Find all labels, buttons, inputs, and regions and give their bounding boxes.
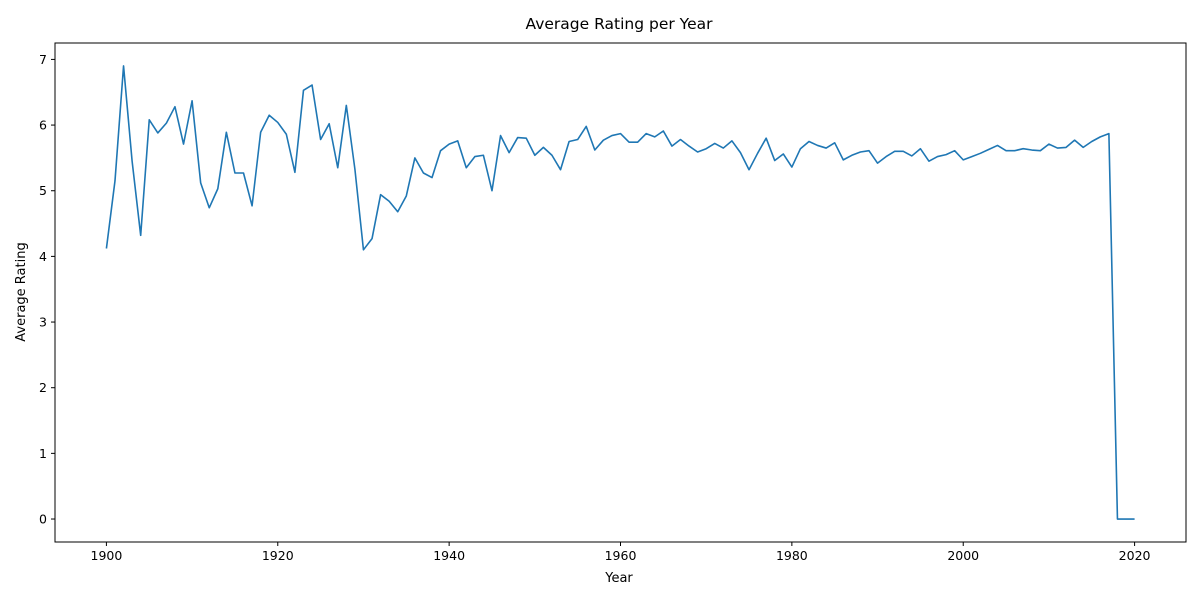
y-axis: 0 1 2 3 4 5 6 7 <box>39 52 55 527</box>
y-tick-label: 1 <box>39 446 47 461</box>
x-tick-label: 1920 <box>262 548 294 563</box>
chart-title: Average Rating per Year <box>526 15 714 33</box>
x-tick-label: 1940 <box>433 548 465 563</box>
y-tick-label: 2 <box>39 380 47 395</box>
y-axis-label: Average Rating <box>14 242 29 341</box>
series-line <box>105 65 1135 520</box>
y-tick-label: 7 <box>39 52 47 67</box>
x-axis: 1900 1920 1940 1960 1980 2000 2020 <box>91 542 1151 563</box>
plot-area <box>55 43 1186 542</box>
x-tick-label: 2000 <box>947 548 979 563</box>
x-tick-label: 2020 <box>1119 548 1151 563</box>
x-tick-label: 1900 <box>91 548 123 563</box>
x-axis-label: Year <box>604 571 633 586</box>
y-tick-label: 4 <box>39 249 47 264</box>
y-tick-label: 3 <box>39 315 47 330</box>
y-tick-label: 5 <box>39 183 47 198</box>
axes-background <box>55 43 1186 542</box>
series-layer <box>105 65 1135 520</box>
axes-frame <box>54 42 1187 543</box>
x-tick-label: 1960 <box>605 548 637 563</box>
y-tick-label: 0 <box>39 512 47 527</box>
x-tick-label: 1980 <box>776 548 808 563</box>
y-tick-label: 6 <box>39 118 47 133</box>
